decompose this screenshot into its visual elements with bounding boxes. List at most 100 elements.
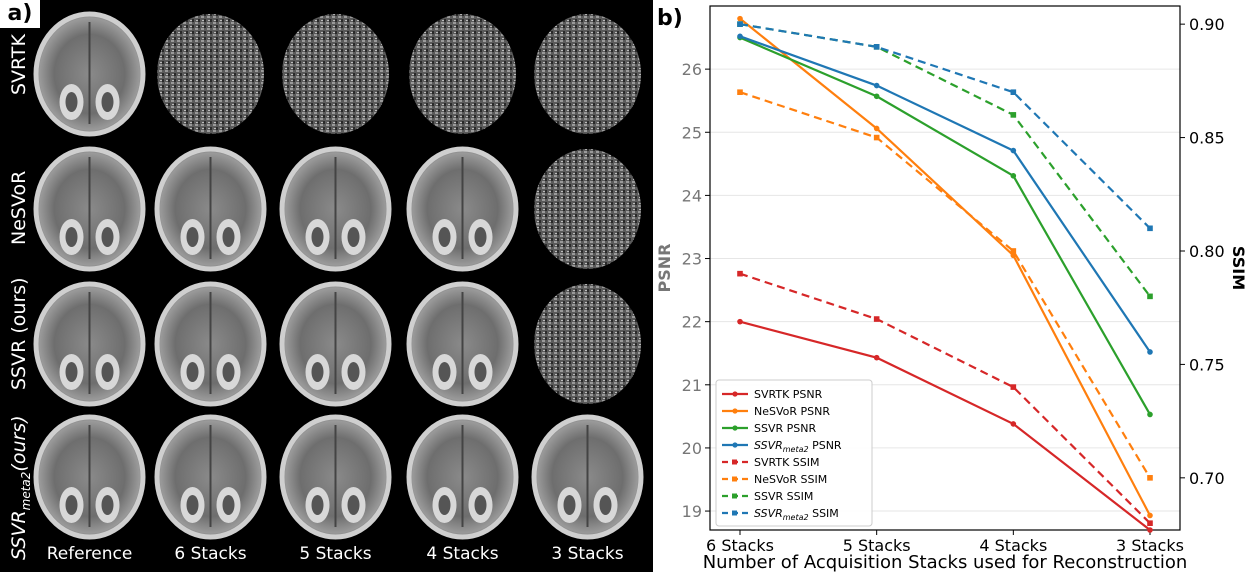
point-s3-2 bbox=[873, 93, 880, 100]
point-s2-2 bbox=[873, 125, 880, 132]
point-s4-3 bbox=[1010, 147, 1017, 154]
point-s5-2 bbox=[873, 316, 880, 322]
point-s4-4 bbox=[1147, 349, 1153, 355]
row-label-3: SSVR (ours) bbox=[8, 277, 30, 390]
brain-image-r3-c3 bbox=[279, 281, 392, 407]
legend-marker-4 bbox=[732, 442, 738, 448]
legend-marker-1 bbox=[732, 391, 738, 397]
column-label-5: 3 Stacks bbox=[551, 544, 624, 564]
series-line-3 bbox=[739, 36, 1151, 416]
x-tick-label-3: 4 Stacks bbox=[979, 536, 1047, 555]
left-tick-label-2: 20 bbox=[682, 439, 702, 458]
left-axis-label: PSNR bbox=[655, 244, 674, 293]
right-tick-label-4: 0.85 bbox=[1189, 129, 1225, 148]
legend-marker-7 bbox=[732, 493, 737, 499]
brain-image-r1-c1 bbox=[33, 11, 146, 137]
legend-marker-2 bbox=[732, 408, 738, 414]
point-s6-1 bbox=[737, 89, 743, 95]
point-s1-1 bbox=[737, 318, 743, 325]
row-label-2: NeSVoR bbox=[8, 170, 30, 245]
plot-frame bbox=[709, 5, 1181, 531]
brain-image-r4-c2 bbox=[154, 414, 267, 540]
brain-image-r3-c1 bbox=[33, 281, 146, 407]
point-s6-4 bbox=[1147, 475, 1153, 481]
right-tick-label-2: 0.75 bbox=[1189, 355, 1225, 374]
point-s8-1 bbox=[737, 21, 743, 27]
x-tick-label-2: 5 Stacks bbox=[843, 536, 911, 555]
brain-image-r1-c4 bbox=[409, 14, 516, 134]
psnr-ssim-chart: 19 20 21 22 23 24 25 26 0.70 0.75 0.80 0.85 0.90 6 St… bbox=[655, 5, 1245, 573]
x-axis-label: Number of Acquisition Stacks used for Re… bbox=[703, 552, 1188, 572]
series-line-5 bbox=[739, 272, 1151, 524]
point-s2-1 bbox=[737, 15, 743, 22]
point-s3-3 bbox=[1010, 173, 1017, 179]
column-label-2: 6 Stacks bbox=[174, 544, 247, 564]
brain-image-r3-c2 bbox=[154, 281, 267, 407]
legend-label-2: NeSVoR PSNR bbox=[754, 405, 830, 418]
right-tick-label-5: 0.90 bbox=[1189, 15, 1225, 34]
brain-image-r4-c3 bbox=[279, 414, 392, 540]
brain-image-r3-c4 bbox=[406, 281, 519, 407]
panel-a-label: a) bbox=[0, 0, 40, 28]
legend-box bbox=[715, 379, 873, 527]
brain-image-r2-c4 bbox=[406, 146, 519, 272]
legend-label-4: SSVRmeta2 PSNR bbox=[754, 439, 842, 454]
left-tick-label-8: 26 bbox=[682, 60, 702, 79]
brain-image-r1-c5 bbox=[534, 14, 641, 134]
series-line-8 bbox=[739, 23, 1151, 230]
series-line-6 bbox=[739, 91, 1151, 479]
point-s8-3 bbox=[1010, 89, 1017, 95]
point-s1-4 bbox=[1147, 527, 1153, 533]
series-line-2 bbox=[739, 17, 1151, 516]
column-label-1: Reference bbox=[46, 544, 133, 564]
point-s4-2 bbox=[873, 82, 880, 89]
point-s3-4 bbox=[1147, 411, 1153, 418]
row-label-4: SSVRmeta2(ours) bbox=[8, 415, 33, 560]
point-s2-3 bbox=[1010, 252, 1017, 259]
point-s5-4 bbox=[1147, 520, 1153, 526]
legend-marker-6 bbox=[732, 476, 737, 482]
chart-panel: 19 20 21 22 23 24 25 26 0.70 0.75 0.80 0.85 0.90 6 St… bbox=[653, 0, 1245, 573]
left-tick-label-3: 21 bbox=[682, 376, 702, 395]
legend-marker-3 bbox=[732, 425, 738, 431]
column-label-4: 4 Stacks bbox=[426, 544, 499, 564]
point-s5-1 bbox=[737, 270, 743, 277]
brain-image-r2-c1 bbox=[33, 146, 146, 272]
image-grid-panel: Reference 6 Stacks 5 Stacks 4 Stacks 3 Stack… bbox=[0, 0, 653, 572]
series-line-4 bbox=[739, 35, 1151, 353]
point-s6-2 bbox=[873, 134, 880, 141]
legend-label-8: SSVRmeta2 SSIM bbox=[754, 507, 839, 522]
point-s6-3 bbox=[1010, 248, 1017, 254]
point-s7-3 bbox=[1010, 112, 1017, 118]
point-s1-3 bbox=[1010, 421, 1017, 427]
legend-marker-8 bbox=[732, 510, 737, 516]
brain-image-r2-c5 bbox=[534, 149, 641, 269]
legend-label-6: NeSVoR SSIM bbox=[754, 473, 827, 486]
point-s8-4 bbox=[1147, 225, 1153, 232]
point-s7-4 bbox=[1147, 293, 1153, 300]
legend-label-1: SVRTK PSNR bbox=[754, 388, 823, 401]
row-label-1: SVRTK bbox=[8, 34, 30, 95]
point-s2-4 bbox=[1147, 512, 1153, 519]
left-tick-label-6: 24 bbox=[682, 186, 702, 205]
legend-label-7: SSVR SSIM bbox=[754, 490, 813, 503]
column-label-3: 5 Stacks bbox=[299, 544, 372, 564]
brain-image-r4-c5 bbox=[531, 414, 644, 540]
legend-label-5: SVRTK SSIM bbox=[754, 456, 819, 469]
right-axis-label: SSIM bbox=[1229, 246, 1245, 290]
brain-image-r3-c5 bbox=[534, 284, 641, 404]
brain-image-r2-c2 bbox=[154, 146, 267, 272]
left-tick-label-4: 22 bbox=[682, 313, 702, 332]
x-tick-label-4: 3 Stacks bbox=[1116, 536, 1184, 555]
series-line-1 bbox=[739, 320, 1151, 531]
x-tick-label-1: 6 Stacks bbox=[706, 536, 774, 555]
point-s5-3 bbox=[1010, 384, 1017, 390]
brain-image-r4-c4 bbox=[406, 414, 519, 540]
panel-b-label: b) bbox=[657, 6, 683, 31]
brain-image-r1-c3 bbox=[282, 14, 389, 134]
point-s1-2 bbox=[873, 354, 880, 361]
right-tick-label-3: 0.80 bbox=[1189, 242, 1225, 261]
left-tick-label-5: 23 bbox=[682, 250, 702, 269]
legend-marker-5 bbox=[732, 459, 737, 465]
brain-image-r1-c2 bbox=[157, 14, 264, 134]
